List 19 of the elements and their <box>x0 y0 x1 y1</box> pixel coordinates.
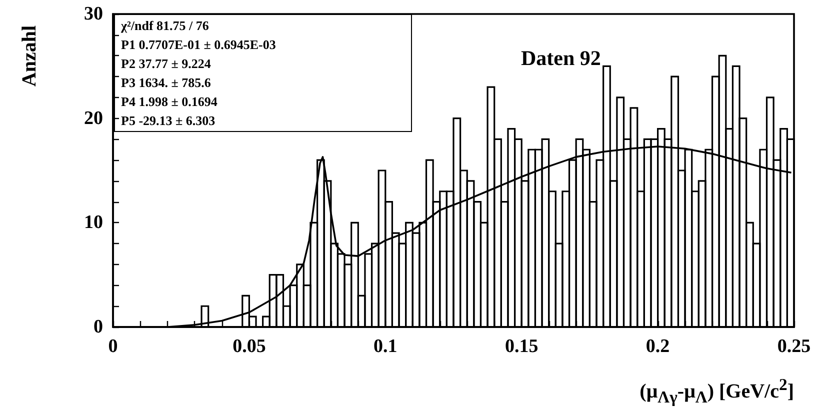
y-tick-label: 10 <box>84 212 103 234</box>
annotation: P4 1.998 ± 0.1694 <box>121 93 218 111</box>
annotation: χ²/ndf 81.75 / 76 <box>121 17 210 35</box>
x-tick-label: 0.1 <box>374 336 398 357</box>
y-tick-label: 0 <box>94 316 103 338</box>
y-tick-label: 30 <box>84 4 103 24</box>
annotation: P3 1634. ± 785.6 <box>121 74 212 92</box>
y-axis-title: Anzahl <box>18 25 42 87</box>
x-tick-label: 0.05 <box>232 336 266 357</box>
x-tick-label: 0.25 <box>777 336 811 357</box>
x-tick-label: 0.15 <box>504 336 538 357</box>
x-tick-label: 0 <box>108 336 118 357</box>
y-tick-label: 20 <box>84 108 103 129</box>
annotation: Daten 92 <box>521 46 601 71</box>
annotation: P2 37.77 ± 9.224 <box>121 55 212 73</box>
x-tick-label: 0.2 <box>646 336 670 357</box>
annotation: P1 0.7707E-01 ± 0.6945E-03 <box>121 36 277 54</box>
x-axis-title: (μ$_{Λγ}$-μ$_{Λ}$) [GeV/c$^{2}$] <box>640 375 794 408</box>
annotation: P5 -29.13 ± 6.303 <box>121 112 216 130</box>
